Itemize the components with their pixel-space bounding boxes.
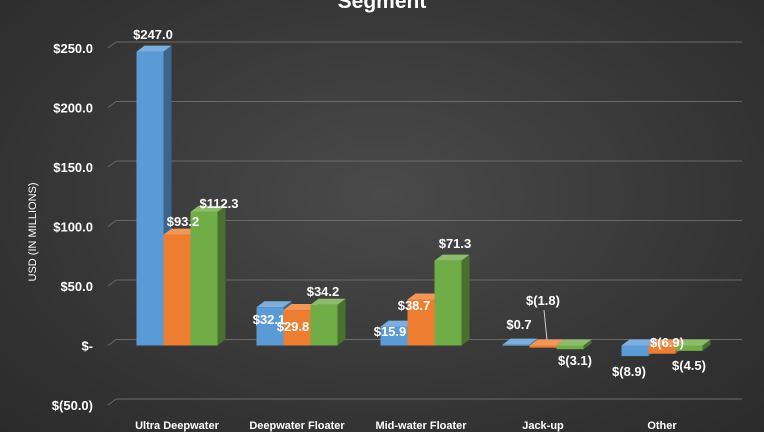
data-label: $(4.5) [672,358,706,373]
bar-top [434,254,470,261]
data-label: $0.7 [506,317,531,332]
bar [502,338,538,346]
y-tick-labels: $250.0 $200.0 $150.0 $100.0 $50.0 $- $(50.0) [52,41,93,413]
bar-top [556,339,592,346]
category-labels: Ultra Deepwater Deepwater Floater Mid-wate… [135,420,677,432]
data-label: $247.0 [133,27,173,42]
gridline-depth [107,279,117,287]
bar-top [190,205,226,212]
bar-side [461,254,470,346]
bar-side [217,205,226,346]
data-label: $15.9 [374,324,407,339]
gridline-depth [107,220,117,227]
bar [190,205,226,346]
y-tick-label: $- [81,339,93,354]
bar [434,254,470,346]
bar-top [407,293,443,300]
bar-front [190,211,218,346]
category-label: Ultra Deepwater [135,420,219,432]
data-label: $38.7 [398,298,431,313]
bar-front [136,51,164,346]
label-leader-line [543,309,548,341]
bar-top [502,338,538,345]
bars [136,45,711,357]
y-axis-label: USD (IN MILLIONS) [27,182,39,281]
data-label: $(6.9) [650,335,684,350]
data-label: $(3.1) [558,353,592,368]
gridline-depth [107,41,117,49]
bar-side [583,339,592,350]
data-label: $(1.8) [526,293,560,308]
bar-top [529,339,565,346]
gridline-depth [107,339,117,346]
bar-front [621,345,649,357]
bar-top [136,45,172,52]
data-label: $(8.9) [612,364,646,379]
category-label: Jack-up [522,420,564,432]
bar-top [675,339,711,346]
bar [556,339,592,350]
bar-side [337,298,346,346]
gridline-depth [107,160,117,168]
y-tick-label: $(50.0) [52,398,93,413]
bar [310,298,346,346]
data-label: $34.2 [307,284,340,299]
bar-side [529,338,538,346]
bar-front [648,345,676,354]
bar-front [675,345,703,351]
data-label: $71.3 [439,236,472,251]
gridline-depth [107,398,117,406]
bar-front [380,326,408,346]
bar-top [380,320,416,327]
bar-front [529,345,557,348]
category-label: Deepwater Floater [249,420,345,432]
data-label: $32.1 [253,312,286,327]
gridline-depth [107,101,117,108]
y-tick-label: $150.0 [53,160,93,175]
bar [675,339,711,351]
y-tick-label: $100.0 [53,220,93,235]
y-tick-label: $200.0 [53,101,93,116]
bar-top [256,301,292,308]
bar-top [648,339,684,346]
category-label: Mid-water Floater [375,420,467,432]
data-labels: $247.0 $32.1 $15.9 $0.7 $(8.9) $93.2 $29.8 $38.… [133,27,706,379]
y-tick-label: $50.0 [60,279,93,294]
bar-top [163,228,199,235]
bar-front [556,345,584,350]
bar-front [163,234,191,346]
data-label: $112.3 [199,196,238,211]
bar-front [310,304,338,346]
bar-top [310,298,346,305]
chart-title: Segment [338,0,427,13]
bar-front [434,260,462,346]
category-label: Other [647,420,677,432]
bar-front [407,299,435,346]
bar-top [283,304,319,311]
data-label: $93.2 [167,214,200,229]
bar-front [283,310,311,346]
data-label: $29.8 [277,319,310,334]
bar-front [502,344,530,346]
y-tick-label: $250.0 [53,41,93,56]
bar-front [256,307,284,346]
bar-top [621,339,657,346]
bar-side [702,339,711,351]
